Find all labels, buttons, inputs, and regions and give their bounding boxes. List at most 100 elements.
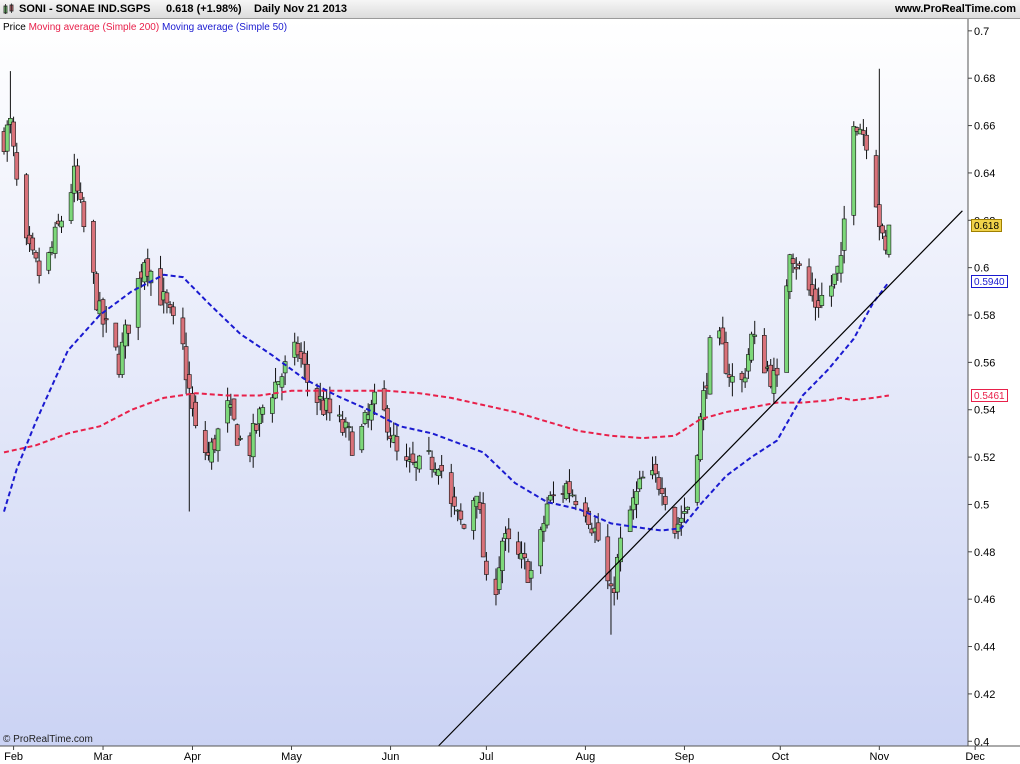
candle-body (682, 511, 687, 514)
candle-body (538, 529, 543, 567)
candle-body (270, 397, 275, 414)
legend-ma200[interactable]: Moving average (Simple 200) (28, 22, 160, 33)
candle-body (238, 438, 243, 440)
candle-body (662, 496, 668, 505)
legend-ma50[interactable]: Moving average (Simple 50) (161, 22, 288, 33)
candle-body (797, 263, 802, 266)
candle-body (123, 324, 128, 347)
candle-body (586, 510, 591, 526)
y-axis: 0.4 0.42 0.44 0.46 0.48 0.5 0.52 0.54 0.56 0.58 0.… (968, 26, 995, 748)
candle-body (570, 494, 575, 497)
candle-body (346, 426, 352, 428)
candle-body (8, 118, 13, 125)
candle-body (209, 441, 214, 463)
candle-body (404, 456, 409, 461)
candle-body (30, 237, 36, 251)
candle-body (349, 431, 355, 456)
y-tick-label: 0.42 (974, 689, 995, 701)
candle-body (864, 134, 869, 151)
candle-body (790, 258, 796, 264)
candle-body (698, 416, 703, 460)
legend-price: Price (3, 22, 26, 33)
candle-body (234, 424, 240, 446)
candle-body (829, 285, 834, 297)
quote-value: 0.618 (+1.98%) (166, 3, 242, 15)
candle-body (317, 396, 323, 400)
candle-body (707, 337, 713, 395)
candle-body (113, 322, 119, 348)
candle-body (231, 398, 237, 420)
y-tick-label: 0.58 (974, 310, 995, 322)
candle-body (583, 502, 588, 517)
candle-body (91, 221, 96, 273)
candle-body (455, 509, 460, 512)
candle-body (305, 364, 310, 383)
candle-body (813, 288, 818, 308)
candle-body (762, 335, 767, 374)
candle-body (254, 424, 259, 431)
x-axis: Feb Mar Apr May Jun Jul Aug Sep Oct Nov Dec (4, 746, 985, 763)
candle-body (180, 317, 186, 345)
y-tick-label: 0.56 (974, 357, 995, 369)
candle-body (458, 510, 464, 520)
candle-body (500, 540, 505, 571)
candle-body (841, 218, 847, 251)
candle-body (126, 324, 131, 334)
candle-body (119, 341, 125, 375)
symbol-title: SONI - SONAE IND.SGPS (19, 3, 151, 15)
ma50-value-tag: 0.5940 (971, 275, 1008, 289)
ma50-line (3, 273, 890, 532)
candle-body (46, 252, 52, 271)
y-tick-label: 0.52 (974, 452, 995, 464)
candle-body (627, 509, 633, 532)
y-tick-label: 0.7 (974, 26, 989, 38)
x-tick-label: Sep (675, 751, 695, 763)
candle-body (656, 477, 662, 490)
candle-body (726, 374, 732, 378)
last-price-tag: 0.618 (971, 218, 1003, 232)
candle-body (369, 404, 374, 421)
x-tick-label: Jun (382, 751, 400, 763)
candles (1, 68, 892, 635)
candle-body (752, 334, 758, 337)
candle-body (723, 342, 729, 374)
candle-body (877, 204, 882, 227)
candle-body (806, 266, 812, 291)
candle-body (480, 503, 486, 558)
candle-body (452, 496, 457, 507)
candle-body (873, 155, 879, 208)
y-tick-label: 0.48 (974, 547, 995, 559)
price-chart[interactable]: 0.4 0.42 0.44 0.46 0.48 0.5 0.52 0.54 0.56 0.58 0.… (0, 19, 1020, 764)
candle-body (215, 428, 221, 452)
candle-body (634, 491, 639, 505)
candle-body (516, 541, 521, 555)
candle-body (595, 522, 601, 541)
x-tick-label: Nov (870, 751, 890, 763)
candle-body (784, 285, 789, 373)
x-tick-label: Oct (772, 751, 789, 763)
candle-body (615, 557, 620, 593)
candle-body (183, 346, 189, 381)
candle-body (59, 220, 64, 228)
x-tick-label: Apr (184, 751, 201, 763)
candle-body (103, 318, 109, 321)
candlestick-icon (3, 3, 14, 14)
candle-body (659, 488, 665, 494)
candle-body (730, 376, 735, 383)
candle-body (295, 343, 301, 356)
candle-body (279, 376, 285, 388)
candle-body (522, 553, 528, 558)
y-tick-label: 0.64 (974, 168, 995, 180)
candle-body (11, 121, 16, 147)
candle-body (68, 192, 74, 221)
site-link[interactable]: www.ProRealTime.com (894, 3, 1016, 15)
candle-body (541, 523, 547, 532)
candle-body (672, 507, 678, 534)
candle-body (186, 374, 192, 389)
y-tick-label: 0.4 (974, 736, 989, 748)
candle-body (436, 469, 441, 477)
candle-body (886, 224, 892, 255)
candle-body (426, 450, 432, 452)
candle-body (94, 273, 99, 311)
candle-body (618, 537, 623, 563)
